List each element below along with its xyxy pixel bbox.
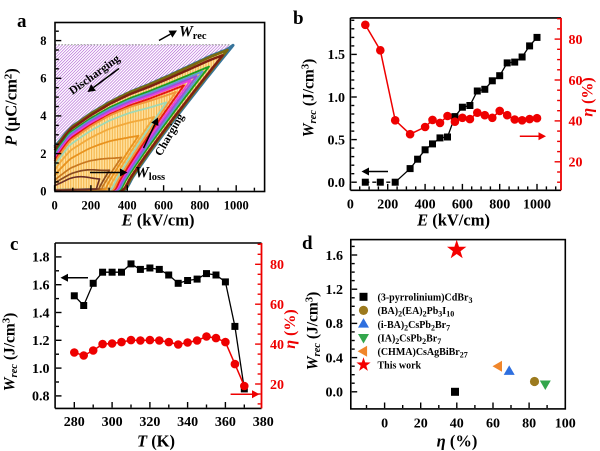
svg-text:6: 6 [40, 72, 46, 86]
svg-text:0.0: 0.0 [326, 386, 344, 401]
svg-text:20: 20 [270, 378, 284, 393]
svg-text:380: 380 [253, 415, 274, 430]
svg-text:E (kV/cm): E (kV/cm) [416, 211, 490, 230]
svg-text:(IA)2CsPb2Br7: (IA)2CsPb2Br7 [378, 333, 442, 346]
svg-text:0: 0 [40, 185, 46, 199]
svg-text:Wrec: Wrec [179, 24, 207, 43]
svg-text:80: 80 [270, 258, 284, 273]
svg-text:0: 0 [381, 417, 388, 432]
svg-text:Wrec (J/cm3): Wrec (J/cm3) [2, 313, 21, 392]
svg-text:40: 40 [270, 338, 284, 353]
svg-text:100: 100 [555, 417, 576, 432]
svg-text:0.8: 0.8 [326, 317, 344, 332]
svg-text:1.6: 1.6 [32, 279, 50, 294]
svg-text:0.5: 0.5 [328, 133, 346, 148]
svg-text:800: 800 [489, 198, 510, 213]
svg-text:320: 320 [139, 415, 160, 430]
svg-text:1.0: 1.0 [328, 91, 346, 106]
svg-text:1.5: 1.5 [328, 48, 346, 63]
svg-text:1.6: 1.6 [326, 249, 344, 264]
svg-text:η (%): η (%) [437, 432, 478, 451]
svg-text:60: 60 [270, 298, 284, 313]
svg-text:340: 340 [177, 415, 198, 430]
svg-text:60: 60 [569, 74, 583, 89]
svg-text:200: 200 [82, 199, 101, 213]
svg-text:360: 360 [215, 415, 236, 430]
svg-text:600: 600 [154, 199, 173, 213]
svg-text:0.8: 0.8 [32, 390, 50, 405]
svg-text:(3-pyrrolinium)CdBr3: (3-pyrrolinium)CdBr3 [378, 293, 473, 306]
svg-text:0.0: 0.0 [328, 176, 346, 191]
svg-text:80: 80 [522, 417, 536, 432]
svg-text:η (%): η (%) [282, 309, 299, 348]
svg-text:1.2: 1.2 [326, 283, 344, 298]
svg-text:E (kV/cm): E (kV/cm) [121, 211, 195, 230]
svg-text:1000: 1000 [224, 199, 249, 213]
svg-text:η (%): η (%) [580, 77, 597, 116]
svg-text:200: 200 [377, 198, 398, 213]
svg-text:0: 0 [347, 198, 354, 213]
svg-text:40: 40 [569, 115, 583, 130]
svg-text:20: 20 [569, 156, 583, 171]
svg-text:1.4: 1.4 [32, 306, 50, 321]
svg-text:1.8: 1.8 [32, 251, 50, 266]
svg-text:600: 600 [452, 198, 473, 213]
svg-text:a: a [17, 11, 27, 32]
svg-text:0.4: 0.4 [326, 351, 344, 366]
svg-text:80: 80 [569, 33, 583, 48]
svg-text:1.0: 1.0 [32, 362, 50, 377]
svg-text:400: 400 [118, 199, 137, 213]
svg-text:(CHMA)CsAgBiBr27: (CHMA)CsAgBiBr27 [378, 347, 468, 360]
svg-text:(BA)2(EA)2Pb3I10: (BA)2(EA)2Pb3I10 [378, 306, 455, 319]
svg-text:400: 400 [415, 198, 436, 213]
svg-text:1.2: 1.2 [32, 334, 50, 349]
svg-text:c: c [10, 234, 18, 255]
svg-text:Wrec (J/cm3): Wrec (J/cm3) [301, 59, 320, 138]
svg-text:b: b [293, 8, 304, 29]
svg-text:60: 60 [486, 417, 500, 432]
svg-text:8: 8 [40, 34, 46, 48]
svg-text:This work: This work [378, 361, 422, 372]
svg-text:(i-BA)2CsPb2Br7: (i-BA)2CsPb2Br7 [378, 320, 451, 333]
svg-text:0: 0 [51, 199, 57, 213]
svg-text:Wrec (J/cm3): Wrec (J/cm3) [305, 292, 324, 371]
svg-text:2: 2 [40, 147, 46, 161]
svg-text:P (μC/cm2): P (μC/cm2) [2, 68, 21, 147]
svg-text:300: 300 [102, 415, 123, 430]
svg-text:d: d [302, 233, 313, 254]
svg-text:40: 40 [450, 417, 464, 432]
svg-text:4: 4 [40, 109, 47, 123]
svg-text:800: 800 [191, 199, 210, 213]
svg-text:1000: 1000 [523, 198, 551, 213]
svg-text:280: 280 [64, 415, 85, 430]
svg-text:20: 20 [414, 417, 428, 432]
svg-text:T (K): T (K) [137, 432, 175, 451]
svg-text:Wloss: Wloss [135, 165, 165, 184]
